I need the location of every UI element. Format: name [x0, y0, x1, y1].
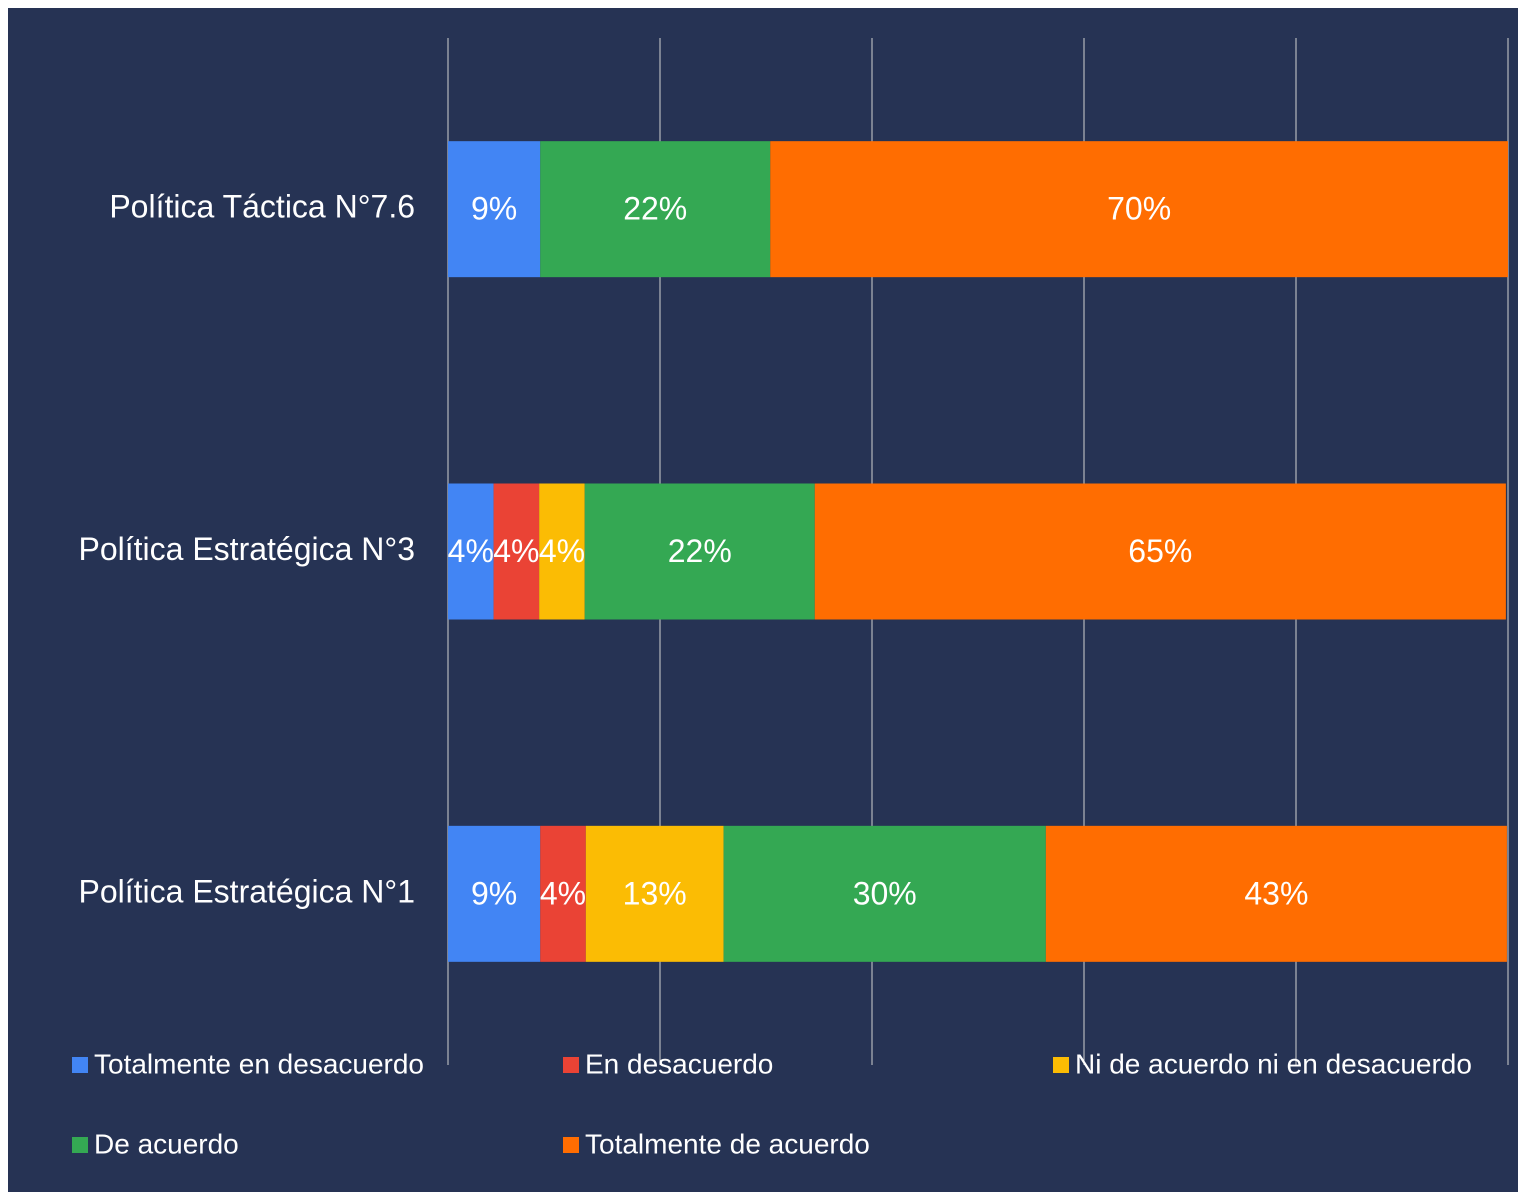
data-label: 4%	[540, 875, 586, 911]
bar-segment	[540, 141, 771, 278]
bar-segment	[585, 825, 724, 962]
legend-label: Totalmente en desacuerdo	[94, 1048, 424, 1079]
bar-segment	[493, 483, 540, 620]
y-tick-label: Política Estratégica N°1	[79, 873, 416, 909]
data-label: 9%	[471, 191, 517, 227]
legend-label: Ni de acuerdo ni en desacuerdo	[1075, 1048, 1472, 1079]
legend-swatch	[1053, 1057, 1069, 1073]
legend-label: De acuerdo	[94, 1128, 239, 1159]
data-label: 4%	[539, 533, 585, 569]
legend-swatch	[563, 1057, 579, 1073]
bar-segment	[448, 825, 541, 962]
y-tick-label: Política Táctica N°7.6	[109, 189, 415, 225]
legend-label: Totalmente de acuerdo	[585, 1128, 870, 1159]
legend-swatch	[72, 1137, 88, 1153]
bar-segment	[540, 825, 586, 962]
data-label: 22%	[623, 191, 687, 227]
bar-segment	[723, 825, 1046, 962]
data-label: 65%	[1128, 533, 1192, 569]
data-label: 22%	[668, 533, 732, 569]
data-label: 30%	[853, 875, 917, 911]
bar-segment	[448, 483, 494, 620]
legend-swatch	[72, 1057, 88, 1073]
legend-label: En desacuerdo	[585, 1048, 773, 1079]
data-label: 70%	[1107, 191, 1171, 227]
data-label: 4%	[448, 533, 494, 569]
legend-swatch	[563, 1137, 579, 1153]
data-label: 13%	[623, 875, 687, 911]
bar-segment	[539, 483, 585, 620]
y-tick-label: Política Estratégica N°3	[79, 531, 416, 567]
bar-segment	[448, 141, 541, 278]
bar-segment	[814, 483, 1506, 620]
bar-segment	[584, 483, 815, 620]
bar-segment	[770, 141, 1508, 278]
data-label: 4%	[493, 533, 539, 569]
bar-segment	[1045, 825, 1507, 962]
data-label: 9%	[471, 875, 517, 911]
data-label: 43%	[1244, 875, 1308, 911]
